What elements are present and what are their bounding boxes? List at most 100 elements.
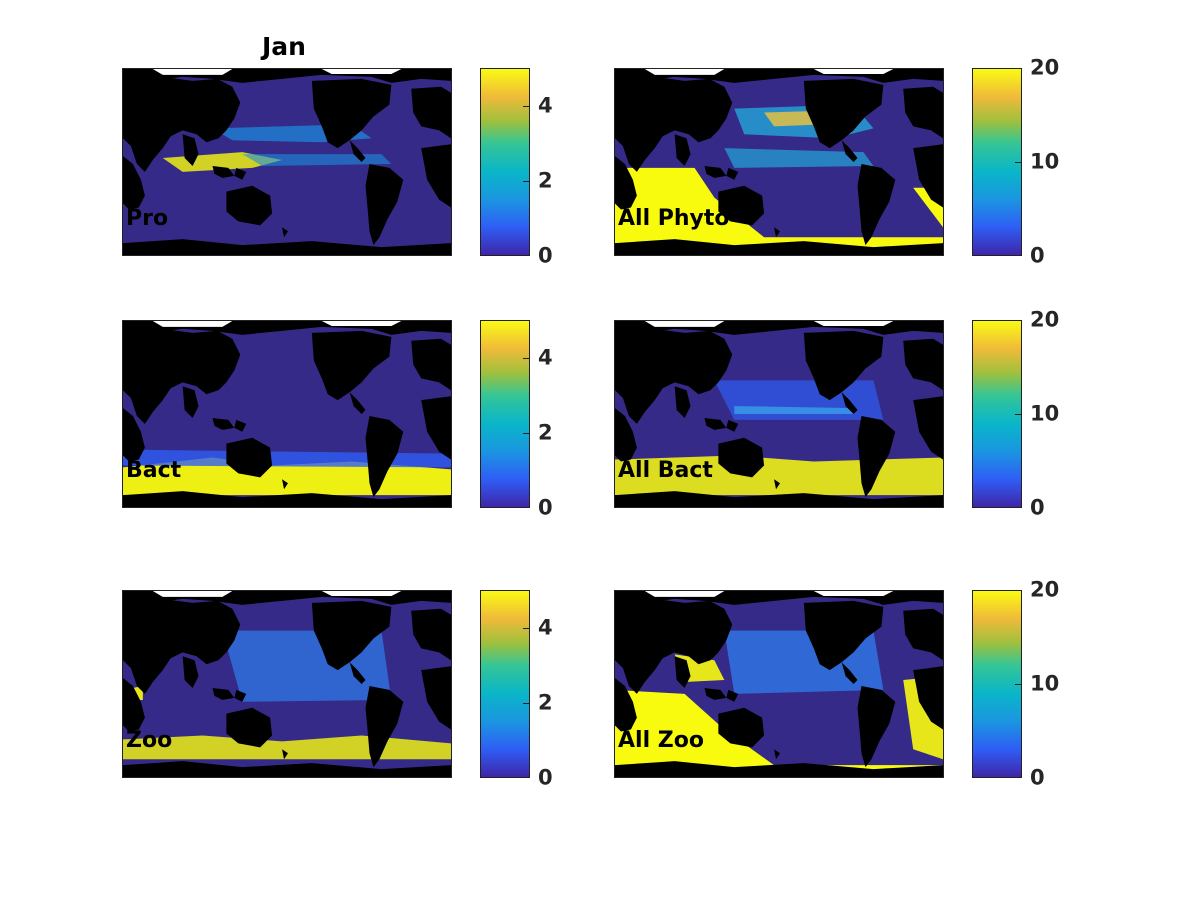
land-mass	[411, 86, 451, 139]
land-mass	[226, 185, 273, 226]
colorbar-tick	[523, 357, 530, 359]
land-mass	[644, 591, 894, 597]
colorbar-tick	[1015, 507, 1022, 508]
colorbar-tick-label: 0	[538, 495, 553, 520]
colorbar	[972, 320, 1022, 508]
colorbar-tick	[1015, 777, 1022, 778]
land-mass	[615, 491, 943, 507]
colorbar-tick	[523, 180, 530, 182]
land-mass	[123, 408, 145, 462]
map-panel-3: Bact	[122, 320, 452, 508]
land-mass	[212, 687, 235, 700]
map-panel-5: Zoo	[122, 590, 452, 778]
land-mass	[212, 417, 235, 430]
land-mass	[311, 78, 392, 149]
colorbar-tick	[1015, 320, 1022, 321]
colorbar-tick	[523, 777, 530, 778]
colorbar-tick-label: 20	[1030, 307, 1060, 332]
land-mass	[615, 76, 733, 172]
panel-label: Bact	[126, 458, 182, 483]
colorbar-tick	[523, 627, 530, 629]
land-mass	[674, 656, 691, 688]
panel-label: Zoo	[126, 728, 173, 753]
land-mass	[726, 419, 739, 432]
land-mass	[349, 392, 366, 414]
land-mass	[903, 608, 943, 661]
map-image	[615, 321, 943, 507]
land-mass	[349, 662, 366, 684]
colorbar-tick-label: 0	[538, 243, 553, 268]
land-mass	[152, 591, 402, 597]
land-mass	[421, 666, 451, 730]
land-mass	[674, 386, 691, 418]
land-mass	[726, 167, 739, 180]
colorbar-tick	[1015, 68, 1022, 69]
map-panel-2: All Phyto	[614, 68, 944, 256]
land-mass	[674, 134, 691, 166]
panel-label: All Bact	[618, 458, 713, 483]
land-mass	[726, 689, 739, 702]
colorbar-tick-label: 4	[538, 345, 553, 370]
colorbar-tick-label: 0	[1030, 495, 1045, 520]
land-mass	[913, 144, 943, 208]
land-mass	[411, 608, 451, 661]
land-mass	[123, 156, 145, 210]
colorbar-tick	[1015, 414, 1022, 415]
colorbar-tick	[523, 255, 530, 256]
land-mass	[644, 321, 894, 327]
land-mass	[226, 437, 273, 478]
colorbar-tick-label: 20	[1030, 577, 1060, 602]
land-mass	[311, 600, 392, 671]
land-mass	[615, 598, 733, 694]
panel-label: Pro	[126, 206, 169, 231]
land-mass	[774, 749, 780, 760]
land-mass	[123, 598, 241, 694]
land-mass	[212, 165, 235, 178]
colorbar-tick-label: 10	[1030, 401, 1060, 426]
map-image	[123, 591, 451, 777]
colorbar	[480, 590, 530, 778]
land-mass	[857, 415, 896, 498]
land-mass	[152, 69, 402, 75]
colorbar	[480, 68, 530, 256]
land-mass	[123, 678, 145, 732]
land-mass	[704, 687, 727, 700]
land-mass	[615, 156, 637, 210]
map-panel-4: All Bact	[614, 320, 944, 508]
colorbar-tick	[1015, 590, 1022, 591]
colorbar-tick-label: 2	[538, 690, 553, 715]
map-image	[123, 69, 451, 255]
land-mass	[803, 78, 884, 149]
land-mass	[774, 227, 780, 238]
land-mass	[615, 678, 637, 732]
colorbar-tick-label: 2	[538, 168, 553, 193]
colorbar	[972, 68, 1022, 256]
land-mass	[718, 707, 765, 748]
land-mass	[718, 437, 765, 478]
colorbar-tick-label: 10	[1030, 149, 1060, 174]
land-mass	[615, 328, 733, 424]
land-mass	[123, 761, 451, 777]
value-region	[724, 148, 874, 168]
land-mass	[182, 656, 199, 688]
colorbar-tick-label: 0	[1030, 765, 1045, 790]
colorbar	[972, 590, 1022, 778]
land-mass	[913, 396, 943, 460]
colorbar-tick	[523, 507, 530, 508]
colorbar-tick	[523, 432, 530, 434]
panel-label: All Zoo	[618, 728, 704, 753]
colorbar-tick	[1015, 162, 1022, 163]
land-mass	[615, 761, 943, 777]
land-mass	[615, 408, 637, 462]
land-mass	[311, 330, 392, 401]
land-mass	[152, 321, 402, 327]
land-mass	[803, 600, 884, 671]
land-mass	[774, 479, 780, 490]
land-mass	[282, 227, 288, 238]
land-mass	[365, 415, 404, 498]
colorbar-tick	[1015, 684, 1022, 685]
land-mass	[841, 392, 858, 414]
colorbar-tick-label: 20	[1030, 55, 1060, 80]
value-region	[615, 167, 943, 255]
